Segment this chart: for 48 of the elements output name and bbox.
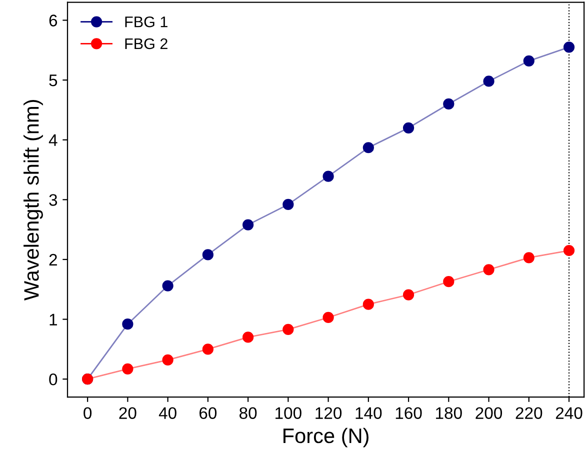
point <box>402 289 414 300</box>
y-tick-label: 6 <box>49 14 58 26</box>
point <box>242 219 254 230</box>
point <box>563 244 575 256</box>
y-tick-label: 1 <box>50 314 57 326</box>
point <box>282 198 294 210</box>
point <box>483 264 494 276</box>
point <box>322 170 334 182</box>
point <box>483 76 494 87</box>
x-tick-label: 60 <box>200 407 217 419</box>
x-tick-label: 240 <box>556 407 582 419</box>
y-axis-title: Wavelength shift (nm) <box>24 100 43 300</box>
x-tick-label: 180 <box>436 407 462 419</box>
point <box>122 363 134 374</box>
point <box>362 142 374 154</box>
x-tick-label: 220 <box>516 407 542 419</box>
y-tick-label: 0 <box>49 373 58 386</box>
x-tick-label: 120 <box>316 407 342 419</box>
point <box>322 312 334 324</box>
point <box>202 249 214 260</box>
point <box>122 318 134 330</box>
point <box>162 354 174 366</box>
legend-label: FBG 1 <box>125 16 168 28</box>
point <box>402 122 414 134</box>
legend-label: FBG 2 <box>125 38 168 50</box>
point <box>523 55 534 66</box>
point <box>563 42 575 53</box>
point <box>162 280 174 292</box>
x-tick-label: 100 <box>276 407 302 419</box>
x-tick-label: 200 <box>476 407 502 419</box>
x-tick-label: 160 <box>396 407 422 419</box>
y-tick-label: 3 <box>49 194 58 206</box>
point <box>362 298 374 310</box>
y-tick-label: 4 <box>48 134 58 146</box>
point <box>443 276 454 288</box>
y-tick-label: 2 <box>49 254 57 266</box>
x-tick-label: 80 <box>240 407 257 419</box>
x-tick-label: 0 <box>84 407 92 419</box>
x-tick-label: 20 <box>119 407 136 419</box>
x-tick-label: 40 <box>158 407 176 419</box>
x-tick-label: 140 <box>356 407 382 419</box>
point <box>282 324 294 336</box>
point <box>242 332 254 343</box>
y-tick-label: 5 <box>49 74 58 86</box>
x-axis-title: Force (N) <box>284 428 368 448</box>
point <box>443 98 454 110</box>
point <box>523 252 534 264</box>
point <box>202 344 214 355</box>
